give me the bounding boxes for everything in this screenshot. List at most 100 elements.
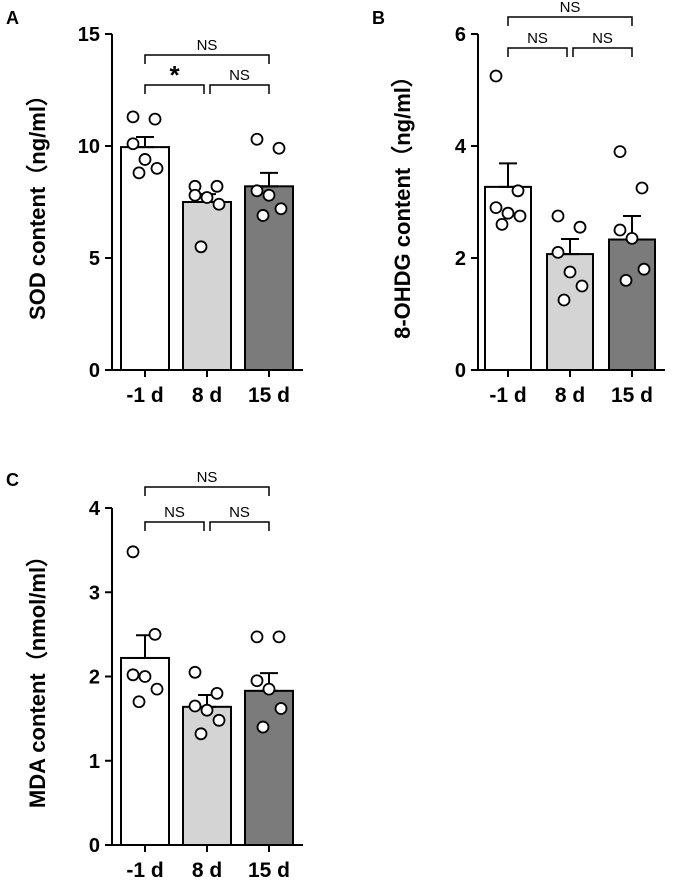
data-point: [262, 188, 276, 202]
data-point: [132, 695, 146, 709]
data-point: [256, 720, 270, 734]
data-point: [126, 668, 140, 682]
bar: [120, 146, 170, 371]
y-tick-label: 0: [455, 360, 466, 382]
y-tick-label: 1: [89, 751, 100, 773]
significance-label: NS: [229, 504, 250, 521]
data-point: [613, 223, 627, 237]
data-point: [513, 209, 527, 223]
data-point: [210, 686, 224, 700]
data-point: [250, 132, 264, 146]
data-point: [188, 699, 202, 713]
data-point: [150, 682, 164, 696]
significance-label: NS: [164, 504, 185, 521]
x-tick-label: 15 d: [248, 384, 290, 407]
y-axis-title: SOD content（ng/ml）: [25, 84, 50, 320]
y-tick-label: 4: [455, 136, 467, 158]
data-point: [625, 231, 639, 245]
data-point: [575, 279, 589, 293]
significance-bracket: [144, 486, 270, 496]
panel-letter: A: [6, 8, 19, 28]
data-point: [138, 670, 152, 683]
y-tick-label: 10: [78, 136, 100, 158]
bar: [182, 201, 232, 371]
significance-label: *: [169, 60, 180, 90]
data-point: [126, 110, 140, 124]
data-point: [489, 69, 503, 83]
panel-B: B 0 2 4 6 8-OHDG content（ng/ml） -1 d 8 d 15 d NS N…: [372, 0, 665, 407]
data-point: [250, 630, 264, 644]
significance-label: NS: [527, 30, 548, 47]
data-point: [637, 262, 651, 276]
data-point: [635, 181, 649, 195]
data-point: [272, 141, 286, 155]
x-tick-label: 15 d: [611, 384, 653, 407]
data-point: [150, 161, 164, 175]
y-tick-label: 15: [78, 24, 100, 46]
data-point: [148, 112, 162, 126]
data-point: [573, 220, 587, 234]
significance-label: NS: [229, 67, 250, 84]
data-point: [148, 627, 162, 641]
data-point: [250, 674, 264, 688]
panel-letter: C: [6, 470, 19, 490]
data-point: [274, 702, 288, 715]
data-point: [489, 201, 503, 215]
data-point: [126, 545, 140, 559]
data-point: [188, 188, 202, 202]
data-point: [212, 197, 226, 211]
data-point: [501, 206, 515, 220]
x-tick-label: 8 d: [555, 384, 585, 407]
y-tick-label: 4: [89, 498, 101, 520]
data-point: [619, 273, 633, 287]
y-axis-title: 8-OHDG content（ng/ml）: [390, 65, 415, 339]
significance-label: NS: [197, 37, 218, 54]
data-point: [200, 191, 214, 204]
data-point: [212, 713, 226, 727]
data-point: [551, 209, 565, 223]
data-point: [210, 179, 224, 193]
panel-C: C 0 1 2 3 4 MDA content（nmol/ml） -1 d 8 d 15 d NS N…: [6, 469, 303, 882]
significance-label: NS: [592, 30, 613, 47]
bar: [244, 689, 294, 847]
data-point: [272, 630, 286, 644]
data-point: [274, 202, 288, 216]
data-point: [557, 293, 571, 307]
significance-bracket: [144, 84, 205, 94]
significance-bracket: [209, 84, 270, 94]
data-point: [262, 682, 276, 696]
data-point: [194, 240, 208, 254]
y-tick-label: 2: [89, 667, 100, 689]
x-tick-label: -1 d: [489, 384, 526, 407]
y-tick-label: 6: [455, 24, 466, 46]
data-point: [132, 166, 146, 180]
significance-label: NS: [197, 469, 218, 486]
significance-bracket: [144, 54, 270, 64]
data-point: [126, 137, 140, 151]
significance-bracket: [572, 47, 633, 57]
significance-bracket: [209, 521, 270, 531]
significance-bracket: [507, 16, 633, 26]
significance-bracket: [144, 521, 205, 531]
x-tick-label: -1 d: [126, 859, 163, 882]
y-tick-label: 0: [89, 360, 100, 382]
data-point: [551, 245, 565, 259]
data-point: [194, 727, 208, 741]
y-tick-label: 5: [89, 248, 100, 270]
y-axis-title: MDA content（nmol/ml）: [25, 545, 50, 808]
y-tick-label: 2: [455, 248, 466, 270]
data-point: [138, 153, 152, 166]
data-point: [200, 703, 214, 717]
data-point: [563, 265, 577, 279]
y-tick-label: 0: [89, 835, 100, 857]
panel-letter: B: [372, 8, 385, 28]
significance-bracket: [507, 47, 568, 57]
bar: [608, 238, 656, 371]
significance-label: NS: [560, 0, 581, 16]
x-tick-label: 8 d: [192, 384, 222, 407]
bar: [182, 705, 232, 847]
data-point: [511, 184, 525, 198]
data-point: [256, 209, 270, 222]
x-tick-label: 8 d: [192, 859, 222, 882]
